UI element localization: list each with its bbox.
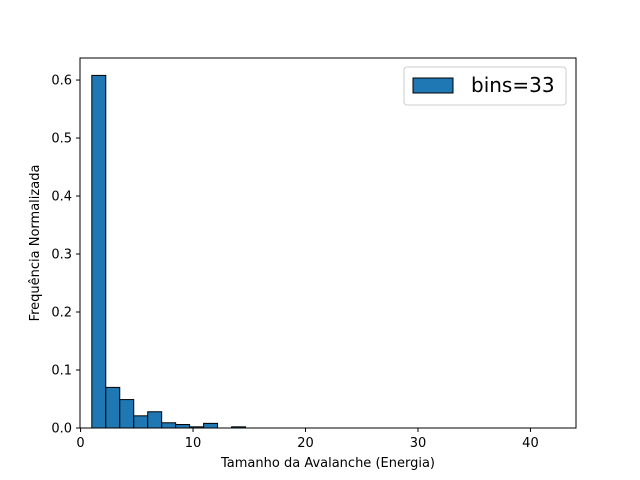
y-axis-ticks: 0.0 0.1 0.2 0.3 0.4 0.5 0.6 (51, 74, 80, 437)
histogram-bar (105, 386, 121, 429)
plot-area (80, 58, 576, 428)
legend-box (403, 66, 567, 106)
legend-label: bins=33 (471, 73, 555, 97)
y-tick-label: 0.4 (51, 190, 72, 205)
histogram-bar (147, 411, 163, 429)
x-axis-label: Tamanho da Avalanche (Energia) (220, 456, 435, 471)
histogram-bar (175, 424, 191, 429)
x-tick-label: 20 (297, 436, 314, 451)
y-tick-label: 0.5 (51, 132, 72, 147)
histogram-bar (119, 399, 135, 429)
y-axis-label: Frequência Normalizada (28, 165, 43, 322)
y-tick-label: 0.6 (51, 74, 72, 89)
legend-swatch (412, 77, 454, 94)
y-tick-label: 0.1 (51, 364, 72, 379)
x-tick-label: 10 (185, 436, 202, 451)
x-tick-label: 40 (522, 436, 539, 451)
y-tick-label: 0.3 (51, 248, 72, 263)
x-tick-label: 0 (76, 436, 84, 451)
y-tick-label: 0.2 (51, 306, 72, 321)
histogram-bar (91, 74, 107, 429)
legend: bins=33 (403, 66, 567, 106)
histogram-bar (133, 415, 149, 429)
x-axis-ticks: 0 10 20 30 40 (76, 428, 539, 451)
y-tick-label: 0.0 (51, 422, 72, 437)
plot-frame (79, 57, 577, 429)
histogram-bar (161, 422, 177, 429)
x-tick-label: 30 (410, 436, 427, 451)
histogram-bar (203, 422, 219, 429)
